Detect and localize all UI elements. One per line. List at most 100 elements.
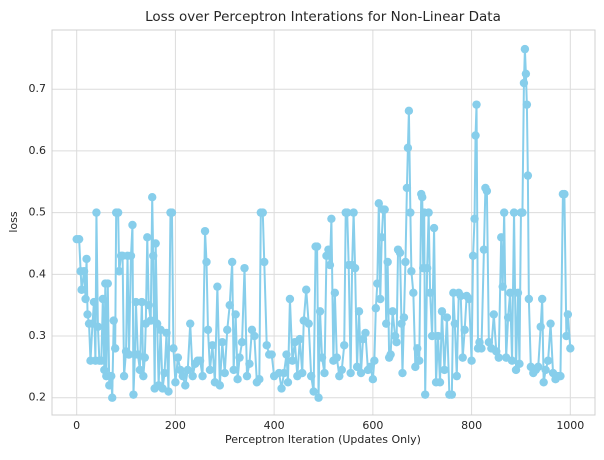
- point: [507, 356, 517, 365]
- point: [237, 337, 247, 347]
- point: [167, 208, 177, 217]
- point: [82, 254, 91, 264]
- point: [543, 356, 553, 365]
- point: [429, 223, 439, 233]
- point: [503, 313, 513, 322]
- point: [233, 375, 242, 384]
- point: [402, 183, 412, 193]
- point: [494, 353, 503, 362]
- point: [198, 371, 207, 381]
- point: [258, 208, 267, 217]
- y-tick-label: 0.2: [29, 391, 47, 404]
- point: [415, 356, 424, 365]
- point: [327, 214, 336, 223]
- point: [406, 208, 415, 217]
- point: [279, 368, 289, 378]
- point: [440, 365, 449, 375]
- point: [146, 316, 155, 325]
- point: [509, 208, 519, 217]
- point: [342, 208, 352, 217]
- point: [401, 257, 410, 267]
- point: [562, 331, 571, 341]
- point: [103, 279, 112, 288]
- y-tick-label: 0.3: [29, 329, 47, 342]
- point: [260, 257, 269, 267]
- point: [371, 304, 381, 313]
- point: [433, 331, 443, 341]
- point: [356, 368, 366, 378]
- y-tick-label: 0.7: [29, 82, 47, 95]
- point: [129, 390, 138, 399]
- y-tick-label: 0.4: [29, 267, 47, 280]
- point: [513, 288, 523, 298]
- chart-title: Loss over Perceptron Interations for Non…: [145, 9, 501, 25]
- point: [178, 371, 188, 381]
- y-axis-label: loss: [7, 211, 20, 233]
- point: [518, 208, 527, 217]
- point: [418, 193, 427, 202]
- point: [208, 341, 217, 350]
- point: [262, 341, 271, 350]
- point: [81, 294, 90, 304]
- point: [332, 353, 342, 362]
- point: [203, 325, 213, 335]
- point: [173, 353, 183, 362]
- point: [407, 267, 416, 276]
- point: [242, 371, 252, 381]
- point: [392, 337, 401, 347]
- point: [523, 171, 533, 180]
- point: [546, 319, 555, 328]
- point: [89, 297, 99, 307]
- plot-frame: [51, 29, 596, 416]
- point: [537, 294, 547, 304]
- point: [456, 291, 465, 301]
- y-tick-label: 0.5: [29, 206, 47, 219]
- point: [181, 381, 190, 390]
- point: [152, 319, 162, 328]
- point: [200, 226, 210, 236]
- x-tick-label: 400: [264, 419, 285, 432]
- point: [370, 356, 379, 365]
- point: [464, 294, 474, 304]
- point: [420, 390, 430, 399]
- point: [119, 371, 129, 381]
- point: [399, 313, 409, 322]
- point: [320, 368, 329, 378]
- point: [383, 257, 392, 267]
- point: [427, 331, 437, 341]
- point: [340, 341, 349, 350]
- point: [231, 310, 240, 319]
- point: [325, 260, 335, 270]
- point: [404, 106, 414, 116]
- point: [349, 208, 358, 217]
- point: [442, 313, 452, 322]
- point: [98, 294, 108, 304]
- point: [140, 353, 150, 362]
- point: [295, 334, 305, 344]
- point: [195, 356, 205, 365]
- point: [109, 316, 118, 325]
- point: [536, 322, 545, 331]
- point: [515, 359, 524, 368]
- x-tick-label: 600: [362, 419, 383, 432]
- point: [309, 387, 318, 396]
- point: [376, 294, 385, 304]
- point: [511, 365, 521, 375]
- point: [411, 362, 420, 372]
- point: [77, 285, 86, 294]
- point: [302, 285, 311, 294]
- point: [539, 378, 548, 387]
- point: [225, 300, 234, 310]
- point: [505, 288, 515, 298]
- point: [139, 371, 148, 381]
- point: [107, 371, 116, 381]
- point: [315, 307, 325, 316]
- point: [202, 257, 211, 267]
- point: [105, 381, 114, 390]
- loss-line: [76, 49, 572, 398]
- point: [409, 288, 418, 298]
- point: [83, 310, 92, 319]
- point: [144, 300, 153, 310]
- point: [541, 365, 550, 375]
